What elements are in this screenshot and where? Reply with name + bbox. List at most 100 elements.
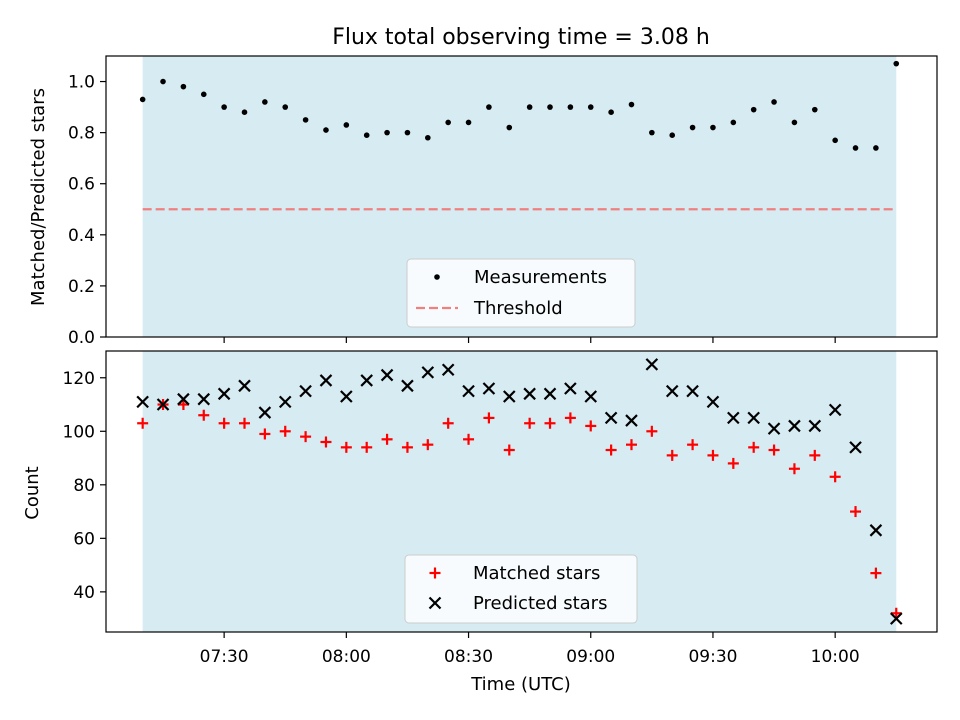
matched-star-point (605, 444, 617, 456)
legend-measurements-label: Measurements (474, 267, 607, 288)
measurement-point (221, 104, 227, 110)
legend-threshold-label: Threshold (473, 298, 563, 319)
matched-star-point (463, 433, 475, 445)
matched-star-point (707, 449, 719, 461)
matched-star-point (870, 567, 882, 579)
measurement-point (628, 101, 635, 108)
ratio-x-ticks (223, 337, 836, 343)
predicted-star-point (238, 379, 251, 393)
measurement-point (730, 119, 737, 126)
matched-star-point (687, 439, 699, 451)
matched-star-point (768, 444, 780, 456)
measurement-point (547, 104, 553, 110)
predicted-star-point (849, 441, 862, 454)
matched-star-point (524, 417, 536, 429)
matched-star-point (300, 431, 312, 443)
measurement-point (832, 137, 838, 144)
legend-plus-glyph (429, 567, 441, 579)
matched-star-point (483, 412, 495, 424)
y-tick-label: 0.4 (68, 226, 95, 246)
predicted-star-point (727, 411, 740, 425)
count-y-axis-label: Count (22, 466, 43, 519)
measurement-point (506, 124, 513, 131)
measurement-point (567, 104, 574, 110)
measurement-point (465, 119, 472, 126)
measurement-point (200, 91, 207, 98)
measurement-point (363, 132, 370, 138)
predicted-stars-series (136, 358, 903, 625)
measurement-point (526, 104, 533, 110)
measurement-point (343, 122, 350, 128)
measurement-point (771, 99, 777, 105)
predicted-star-point (258, 406, 272, 419)
matched-star-point (503, 444, 515, 456)
matched-star-point (646, 425, 658, 437)
predicted-star-point (503, 390, 516, 403)
predicted-star-point (197, 392, 211, 406)
predicted-star-point (767, 422, 781, 435)
measurement-point (486, 104, 492, 110)
predicted-star-point (278, 395, 292, 409)
x-tick-label: 08:00 (322, 647, 371, 667)
matched-star-point (564, 412, 576, 424)
y-tick-label: 100 (63, 422, 95, 442)
measurement-point (893, 60, 900, 67)
measurement-point (608, 109, 614, 115)
ratio-legend: Measurements Threshold (406, 258, 636, 328)
measurement-point (873, 145, 879, 151)
predicted-star-point (340, 390, 353, 403)
matched-star-point (850, 506, 862, 518)
matched-star-point (279, 425, 291, 437)
count-panel: 40 60 80 100 120 07:30 08:00 08:30 09:00 09:30 10… (22, 350, 938, 695)
matched-star-point (829, 471, 841, 483)
y-tick-label: 1.0 (68, 73, 95, 93)
matched-star-point (727, 457, 739, 469)
predicted-star-point (482, 382, 496, 395)
y-tick-label: 0.8 (68, 124, 95, 144)
legend-matched-marker (429, 567, 441, 579)
measurement-point (323, 127, 329, 133)
x-tick-label: 09:00 (566, 647, 615, 667)
predicted-star-point (747, 411, 760, 425)
count-legend: Matched stars Predicted stars (404, 554, 638, 624)
matched-star-point (381, 433, 393, 445)
matched-star-point (585, 420, 597, 432)
predicted-star-point (686, 384, 699, 398)
measurement-point (302, 117, 309, 123)
matched-star-point (137, 417, 149, 429)
matched-star-point (442, 417, 454, 429)
legend-measurements-marker (434, 274, 440, 280)
matched-star-point (890, 607, 902, 619)
measurement-point (689, 124, 696, 131)
predicted-star-point (299, 384, 312, 398)
measurement-point (445, 119, 451, 126)
y-tick-label: 120 (63, 369, 95, 389)
measurements-series (139, 60, 900, 151)
predicted-star-point (319, 374, 333, 387)
matched-star-point (788, 463, 800, 475)
measurement-point (710, 124, 716, 131)
matched-star-point (625, 439, 637, 451)
predicted-star-point (665, 384, 679, 398)
predicted-star-point (441, 363, 455, 377)
matched-star-point (748, 441, 760, 453)
matched-star-point (666, 449, 678, 461)
legend-predicted-marker (428, 596, 442, 610)
measurement-point (791, 119, 798, 126)
matched-star-point (198, 409, 210, 421)
measurement-point (282, 104, 289, 110)
y-tick-label: 0.0 (68, 328, 95, 348)
y-tick-label: 40 (73, 583, 95, 603)
predicted-star-point (177, 392, 190, 406)
x-axis-label: Time (UTC) (470, 674, 571, 695)
measurement-point (750, 106, 757, 113)
predicted-star-point (625, 414, 638, 427)
matched-star-point (218, 417, 230, 429)
measurement-point (404, 129, 411, 136)
predicted-star-point (156, 398, 170, 411)
matched-star-point (361, 441, 373, 453)
ratio-axes-frame (105, 55, 938, 338)
measurement-point (425, 134, 431, 141)
count-y-ticks: 40 60 80 100 120 (63, 369, 106, 603)
